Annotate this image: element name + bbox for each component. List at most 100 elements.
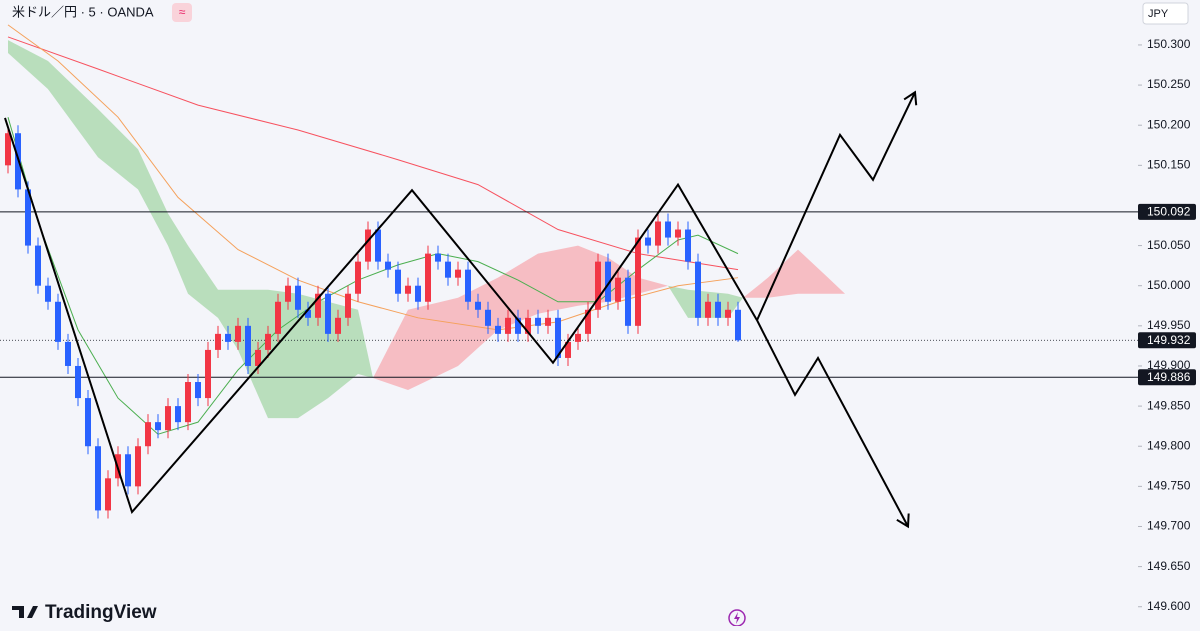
- candle-body: [435, 253, 441, 262]
- candle-body: [645, 237, 651, 246]
- candle-body: [305, 309, 311, 318]
- cloud-segment: [218, 289, 238, 350]
- y-tick-label: 149.900: [1147, 358, 1191, 372]
- candle-body: [525, 317, 531, 334]
- y-tick-label: 149.700: [1147, 519, 1191, 533]
- cloud-segment: [458, 277, 498, 366]
- candle-body: [465, 269, 471, 302]
- candle-body: [635, 237, 641, 326]
- y-tick-label: 150.300: [1147, 37, 1191, 51]
- candle-body: [75, 365, 81, 399]
- y-tick-label: 150.050: [1147, 238, 1191, 252]
- candle-body: [205, 349, 211, 399]
- candle-body: [185, 382, 191, 423]
- candle-body: [685, 229, 691, 262]
- candle-body: [355, 261, 361, 294]
- y-tick-label: 150.000: [1147, 278, 1191, 292]
- moving-average: [7, 36, 739, 271]
- candle-body: [655, 221, 661, 246]
- candle-body: [735, 309, 741, 341]
- cloud-segment: [373, 309, 408, 391]
- cloud-segment: [328, 301, 358, 399]
- candle-body: [265, 333, 271, 350]
- y-tick-label: 150.200: [1147, 117, 1191, 131]
- candle-body: [45, 285, 51, 302]
- candle-body: [255, 349, 261, 366]
- price-label: 150.092: [1147, 205, 1191, 219]
- candle-body: [705, 301, 711, 318]
- cloud-segment: [268, 289, 298, 419]
- candle-body: [625, 277, 631, 326]
- trend-drawing: [4, 117, 758, 515]
- price-label-box: [1138, 332, 1196, 349]
- candle-body: [405, 285, 411, 294]
- chart-title: 米ドル／円 · 5 · OANDA: [12, 4, 154, 19]
- cloud-segment: [298, 293, 328, 419]
- candle-body: [235, 325, 241, 342]
- candle-body: [725, 309, 731, 318]
- candle-body: [5, 133, 11, 166]
- price-label-box: [1138, 203, 1196, 220]
- currency-label: JPY: [1148, 8, 1169, 20]
- candle-body: [585, 309, 591, 334]
- axis-layer: 150.300 150.250 150.200 150.150 150.050 150.0…: [1138, 37, 1196, 613]
- candle-body: [485, 309, 491, 326]
- trend-drawing: [756, 91, 916, 321]
- cloud-segment: [728, 293, 743, 318]
- y-tick-label: 149.950: [1147, 318, 1191, 332]
- candle-body: [325, 293, 331, 334]
- cloud-segment: [168, 213, 188, 294]
- candle-body: [535, 317, 541, 326]
- candle-body: [665, 221, 671, 238]
- candle-body: [345, 293, 351, 318]
- candle-body: [105, 478, 111, 511]
- candle-body: [445, 261, 451, 278]
- candle-body: [605, 261, 611, 302]
- arrow-head: [896, 513, 910, 529]
- y-tick-label: 149.750: [1147, 479, 1191, 493]
- indicator-icon[interactable]: [172, 3, 192, 22]
- candle-body: [65, 341, 71, 366]
- cloud-segment: [538, 245, 578, 314]
- candle-body: [245, 325, 251, 366]
- candle-body: [315, 293, 321, 318]
- candle-body: [365, 229, 371, 262]
- y-tick-label: 149.600: [1147, 599, 1191, 613]
- cloud-segment: [668, 285, 688, 318]
- cloud-segment: [238, 289, 268, 419]
- cloud-segment: [408, 297, 458, 391]
- candle-body: [225, 333, 231, 342]
- y-tick-label: 149.650: [1147, 559, 1191, 573]
- flash-glyph: [734, 612, 740, 624]
- candle-body: [545, 317, 551, 326]
- candle-layer: [5, 125, 741, 519]
- cloud-segment: [48, 60, 98, 158]
- cloud-segment: [768, 249, 798, 298]
- cloud-layer: [8, 40, 845, 419]
- candle-body: [695, 261, 701, 318]
- drawing-layer: [4, 90, 918, 529]
- candle-body: [95, 446, 101, 511]
- candle-body: [215, 333, 221, 350]
- candle-body: [275, 301, 281, 334]
- candle-body: [565, 341, 571, 358]
- candle-body: [195, 382, 201, 399]
- cloud-segment: [743, 277, 768, 298]
- candle-body: [615, 277, 621, 302]
- cloud-segment: [138, 149, 168, 246]
- candle-body: [375, 229, 381, 262]
- y-tick-label: 150.150: [1147, 158, 1191, 172]
- ma-layer: [7, 24, 739, 435]
- price-line-layer: [0, 211, 1138, 378]
- candle-body: [155, 422, 161, 431]
- price-label: 149.886: [1147, 370, 1191, 384]
- moving-average: [7, 117, 739, 435]
- candle-body: [135, 446, 141, 487]
- candle-body: [575, 333, 581, 342]
- candle-body: [25, 189, 31, 246]
- candle-body: [285, 285, 291, 302]
- candle-body: [715, 301, 721, 318]
- currency-button[interactable]: [1142, 2, 1189, 25]
